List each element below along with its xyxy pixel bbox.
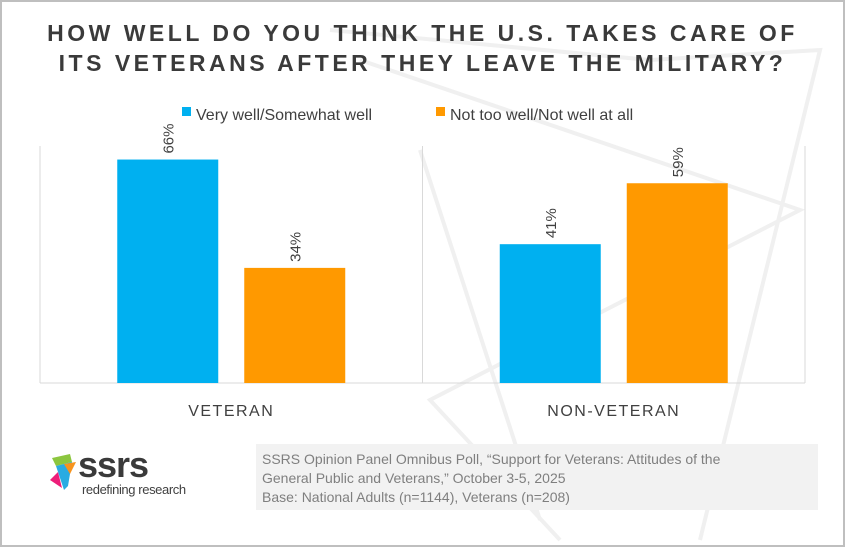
legend-swatch (182, 107, 191, 116)
data-label: 59% (670, 147, 687, 177)
bar (244, 267, 346, 383)
bar (117, 159, 219, 383)
ssrs-logo: ssrs redefining research (48, 444, 208, 502)
title-line-1: HOW WELL DO YOU THINK THE U.S. TAKES CAR… (47, 20, 798, 46)
category-label: VETERAN (188, 403, 274, 420)
data-label: 41% (543, 208, 560, 238)
legend-label: Very well/Somewhat well (196, 107, 372, 124)
source-note: SSRS Opinion Panel Omnibus Poll, “Suppor… (256, 444, 818, 510)
source-line-1: SSRS Opinion Panel Omnibus Poll, “Suppor… (262, 451, 721, 467)
logo-mark-icon (50, 454, 76, 490)
legend-swatch (436, 107, 445, 116)
source-line-3: Base: National Adults (n=1144), Veterans… (262, 489, 570, 505)
data-label: 66% (161, 124, 178, 154)
chart-title: HOW WELL DO YOU THINK THE U.S. TAKES CAR… (0, 18, 845, 78)
bar (499, 244, 601, 383)
logo-word: ssrs (78, 444, 149, 485)
data-label: 34% (288, 232, 305, 262)
category-label: NON-VETERAN (547, 403, 680, 420)
bar (626, 183, 728, 383)
legend-label: Not too well/Not well at all (450, 107, 633, 124)
logo-tagline: redefining research (82, 482, 186, 497)
title-line-2: ITS VETERANS AFTER THEY LEAVE THE MILITA… (58, 50, 787, 76)
source-line-2: General Public and Veterans,” October 3-… (262, 470, 566, 486)
